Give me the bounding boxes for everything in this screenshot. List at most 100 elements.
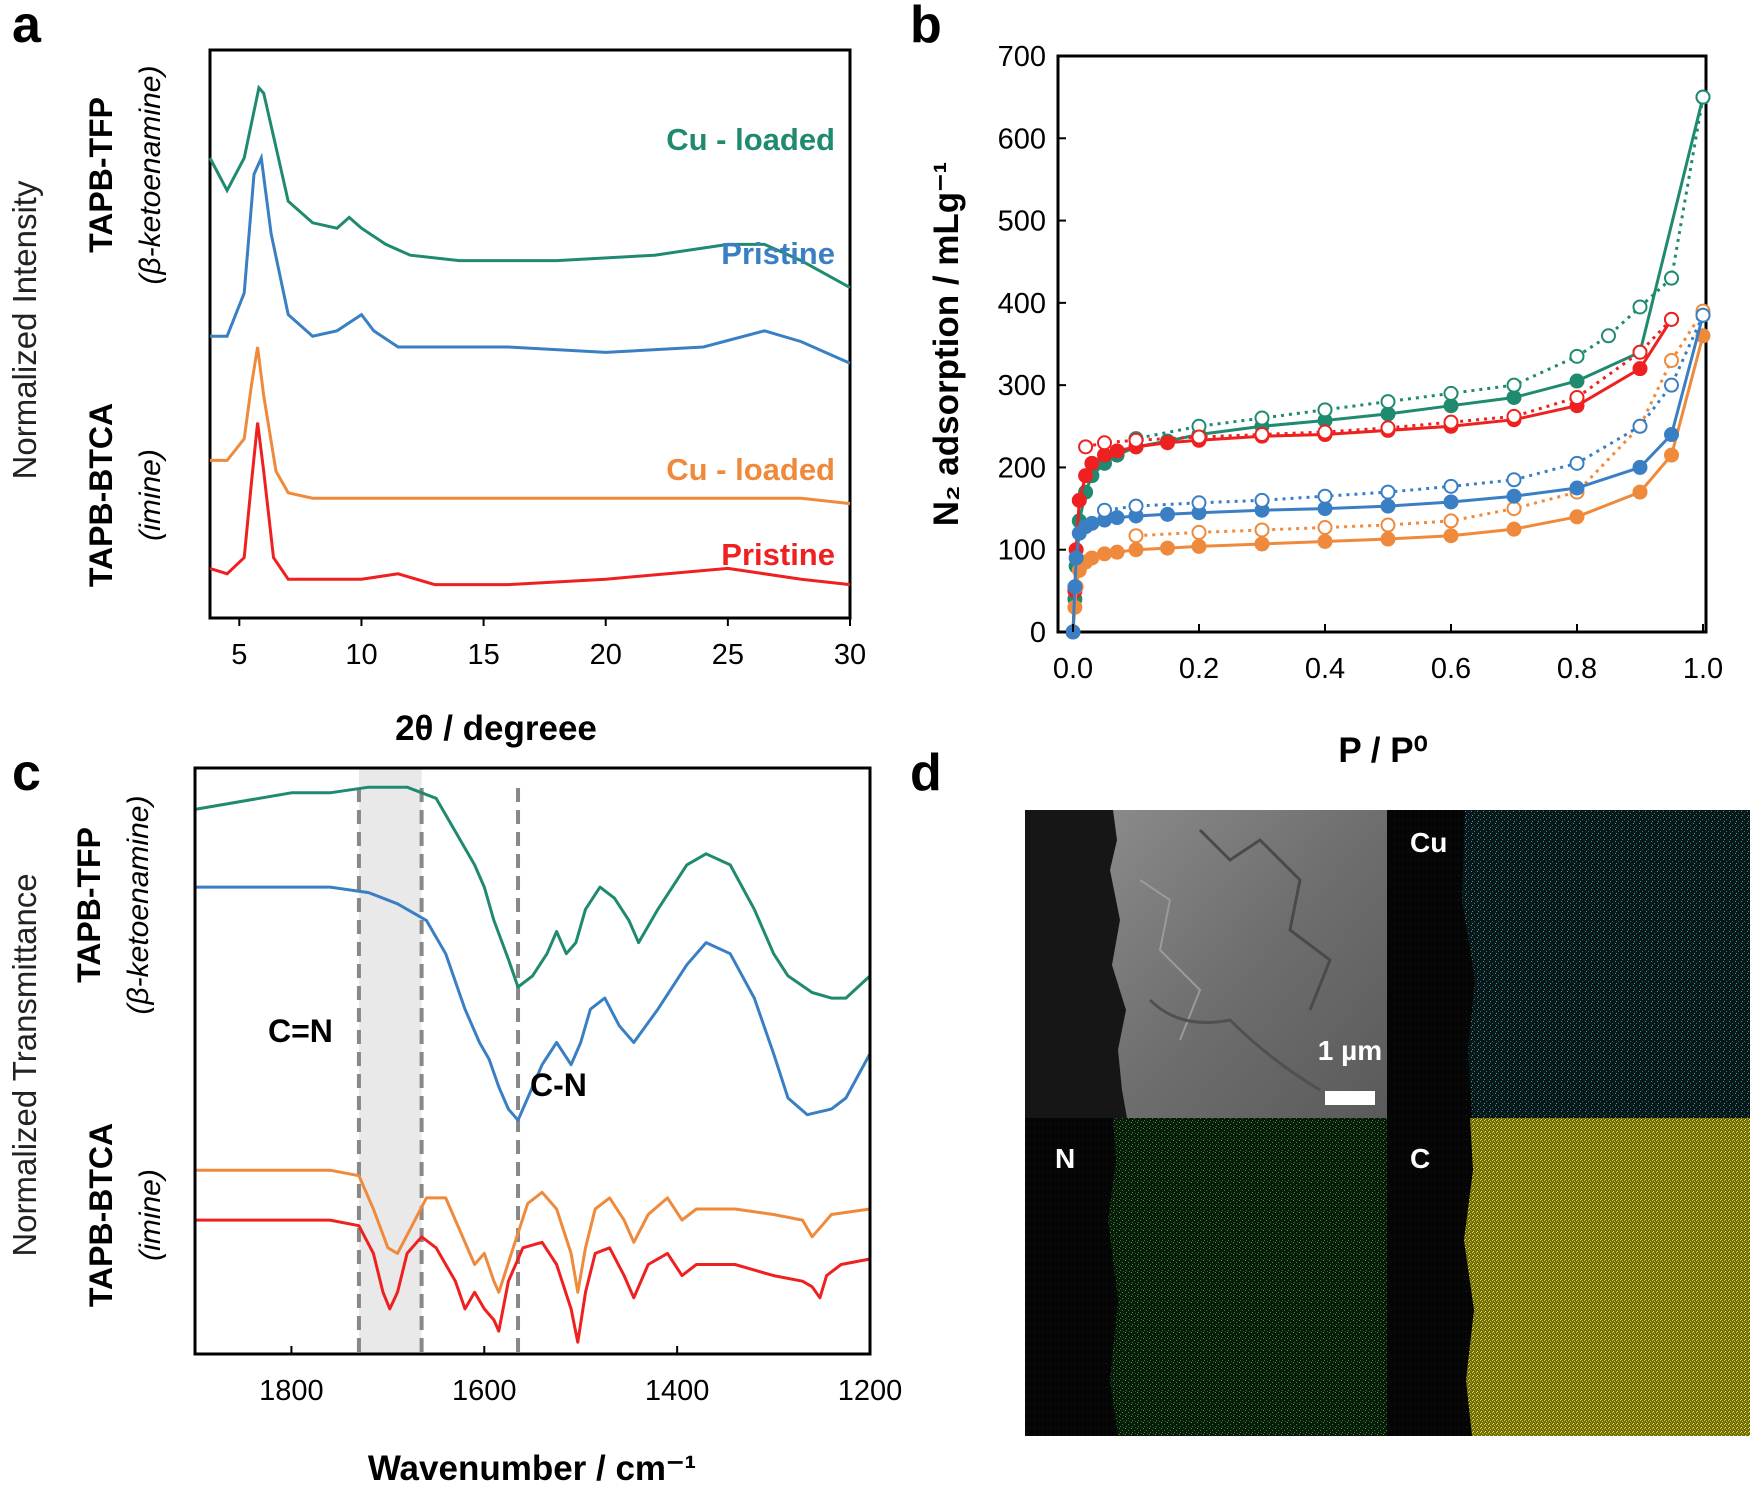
panel-b-point [1380, 406, 1396, 422]
panel-c-annotation-cn-single: C-N [530, 1067, 587, 1103]
panel-a-xticks: 5 10 15 20 25 30 [231, 618, 866, 671]
panel-c-shade [358, 768, 422, 1354]
panel-b-series-line-6 [1071, 314, 1705, 633]
panel-b-point [1506, 488, 1522, 504]
panel-b-point [1443, 528, 1459, 544]
panel-c-series [194, 785, 872, 1344]
panel-a-material-tfp-type: (β-ketoenamine) [134, 66, 167, 285]
panel-b-point [1632, 484, 1648, 500]
panel-b-ytick-label: 300 [998, 370, 1046, 402]
panel-b-point [1569, 455, 1585, 471]
panel-b-point [1160, 435, 1175, 451]
panel-label-a: a [12, 0, 42, 54]
panel-b-xtick-label: 0.4 [1305, 653, 1345, 685]
panel-b-point [1084, 515, 1100, 531]
panel-b-xlabel: P / P⁰ [1338, 731, 1427, 770]
panel-a-series [208, 84, 851, 587]
panel-b-xtick-label: 0.2 [1179, 653, 1219, 685]
panel-label-b: b [910, 0, 942, 54]
panel-b-point [1695, 89, 1711, 105]
panel-label-d: d [910, 744, 942, 802]
panel-b-point [1317, 424, 1333, 440]
panel-c-annotation-cn-double: C=N [268, 1013, 333, 1049]
panel-b-point [1443, 513, 1459, 529]
panel-b-point [1569, 389, 1585, 405]
panel-b-point [1506, 472, 1522, 488]
panel-label-c: c [12, 744, 41, 802]
panel-b-point [1128, 498, 1144, 514]
panel-c-xtick-label: 1800 [259, 1375, 324, 1407]
panel-b-series-line-4 [1071, 335, 1705, 633]
panel-b-series-line-1 [1135, 96, 1705, 441]
panel-b-point [1601, 328, 1616, 344]
panel-b-ticks: 0.0 0.2 0.4 0.6 0.8 1.0 0 100 200 300 400 500 600 700 [998, 41, 1724, 685]
panel-b-ytick-label: 700 [998, 41, 1046, 73]
panel-b-ytick-label: 600 [998, 123, 1046, 155]
panel-b-ytick-label: 0 [1030, 617, 1046, 649]
scale-bar [1325, 1091, 1375, 1105]
panel-a-series-line-0 [208, 84, 851, 289]
panel-c-ylabel: Normalized Transmittance [6, 873, 43, 1256]
panel-b-point [1632, 299, 1648, 315]
panel-b-point [1632, 418, 1648, 434]
panel-a-xtick-label: 5 [231, 639, 247, 671]
cu-map-label: Cu [1410, 827, 1447, 858]
panel-b-point [1664, 377, 1679, 393]
panel-b-point [1569, 348, 1585, 364]
panel-b-series-line-7 [1104, 314, 1705, 512]
c-map: C [1387, 1118, 1750, 1436]
panel-b-point [1664, 427, 1679, 443]
panel-b-xtick-label: 0.0 [1053, 653, 1093, 685]
panel-b-point [1254, 536, 1270, 552]
panel-b-point [1160, 506, 1175, 522]
panel-b-point [1317, 533, 1333, 549]
panel-a-label-cu-tfp: Cu - loaded [666, 122, 835, 157]
panel-b-point [1506, 377, 1522, 393]
panel-b-point [1317, 488, 1333, 504]
panel-b-ytick-label: 200 [998, 452, 1046, 484]
panel-b-point [1160, 540, 1175, 556]
panel-b-point [1506, 408, 1522, 424]
panel-b-point [1191, 538, 1207, 554]
panel-b-point [1443, 494, 1459, 510]
panel-b-point [1254, 492, 1270, 508]
panel-b-point [1191, 495, 1207, 511]
panel-a: 5 10 15 20 25 30 2θ / degreee Normalized Inte… [6, 48, 866, 748]
panel-b-point [1068, 550, 1084, 566]
panel-b-point [1254, 427, 1270, 443]
sem-image: 1 µm [1025, 810, 1387, 1118]
panel-b-point [1128, 432, 1144, 448]
panel-b-point [1380, 531, 1396, 547]
panel-b-point [1569, 509, 1585, 525]
panel-b-ytick-label: 500 [998, 206, 1046, 238]
panel-b-xtick-label: 0.8 [1557, 653, 1597, 685]
panel-b-point [1443, 385, 1459, 401]
panel-b-point [1067, 579, 1083, 595]
panel-b-point [1317, 501, 1333, 517]
panel-b-point [1632, 361, 1648, 377]
scale-bar-label: 1 µm [1318, 1035, 1382, 1066]
panel-b-point [1380, 517, 1396, 533]
panel-b-frame [1056, 54, 1708, 634]
panel-c-series-line-3 [195, 1218, 871, 1344]
panel-a-material-tfp: TAPB-TFP [83, 97, 119, 253]
panel-c-frame [193, 766, 872, 1356]
panel-b-ylabel: N₂ adsorption / mLg⁻¹ [927, 162, 966, 527]
panel-a-series-line-1 [210, 152, 851, 365]
panel-c-material-btca-type: (imine) [134, 1169, 167, 1261]
panel-b-point [1506, 521, 1522, 537]
panel-b-point [1664, 311, 1679, 327]
panel-a-label-pristine-tfp: Pristine [721, 236, 835, 271]
panel-b-series [1065, 89, 1711, 640]
panel-a-xtick-label: 30 [834, 639, 866, 671]
panel-c-xtick-label: 1200 [838, 1375, 903, 1407]
panel-b-point [1506, 501, 1522, 517]
n-map-label: N [1055, 1143, 1075, 1174]
panel-d: 1 µm Cu N C [1025, 810, 1750, 1436]
panel-b-point [1084, 455, 1100, 471]
panel-b-point [1317, 402, 1333, 418]
panel-b-point [1664, 270, 1679, 286]
panel-c-series-line-0 [194, 785, 872, 1000]
panel-b-point [1128, 528, 1144, 544]
panel-b-point [1097, 447, 1112, 463]
